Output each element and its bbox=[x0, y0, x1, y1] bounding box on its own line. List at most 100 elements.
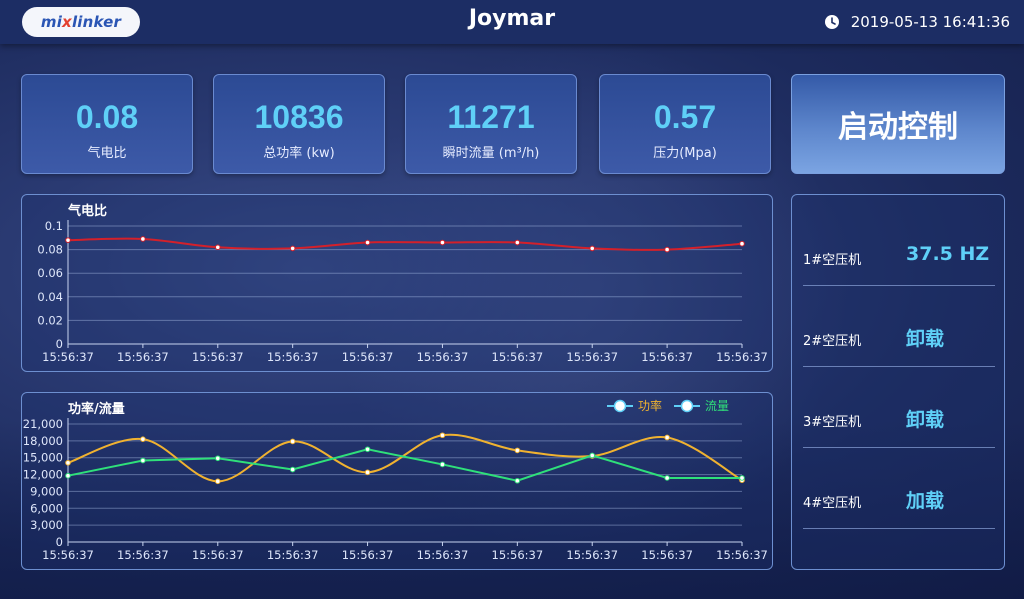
logo: mixlinker bbox=[22, 7, 140, 37]
data-point bbox=[140, 457, 146, 464]
metric-value: 11271 bbox=[447, 99, 535, 135]
data-point bbox=[739, 240, 745, 247]
y-tick-label: 6,000 bbox=[30, 501, 63, 515]
x-tick-label: 15:56:37 bbox=[492, 350, 544, 364]
power-flow-chart-panel: 功率/流量 0 3,000 6,000 9,000 12,000 15,000 18,000… bbox=[21, 392, 773, 570]
data-point bbox=[664, 475, 670, 481]
metric-card-flow: 11271 瞬时流量 (m³/h) bbox=[405, 74, 577, 174]
data-point bbox=[364, 239, 371, 246]
metric-label: 总功率 (kw) bbox=[263, 146, 335, 161]
metric-card-ratio: 0.08 气电比 bbox=[21, 74, 193, 174]
x-tick-label: 15:56:37 bbox=[641, 350, 693, 364]
data-point bbox=[289, 245, 296, 252]
compressor-row: 2#空压机 卸载 bbox=[792, 286, 1006, 367]
x-tick-label: 15:56:37 bbox=[342, 548, 394, 562]
data-point bbox=[214, 455, 221, 462]
compressor-row: 4#空压机 加载 bbox=[792, 448, 1006, 529]
ratio-chart: 0 0.02 0.04 0.06 0.08 0.1 15:56:37 15:56:37 15:5… bbox=[37, 219, 767, 364]
data-point bbox=[65, 459, 71, 466]
ratio-chart-panel: 气电比 0 0.02 0.04 0.06 0.08 0.1 15:56:37 15:56:37… bbox=[21, 194, 773, 372]
data-point bbox=[589, 245, 596, 252]
data-point bbox=[289, 438, 296, 445]
divider bbox=[803, 285, 995, 286]
power-flow-chart: 0 3,000 6,000 9,000 12,000 15,000 18,000 21,000… bbox=[23, 398, 768, 562]
logo-text: mixlinker bbox=[40, 13, 122, 31]
metric-label: 气电比 bbox=[87, 146, 127, 161]
legend-item: 流量 bbox=[674, 399, 729, 413]
y-tick-label: 0.08 bbox=[37, 243, 63, 257]
series-line bbox=[67, 237, 743, 251]
y-tick-label: 0.1 bbox=[45, 219, 63, 233]
x-tick-label: 15:56:37 bbox=[641, 548, 693, 562]
x-tick-label: 15:56:37 bbox=[716, 548, 768, 562]
data-point bbox=[289, 466, 296, 473]
data-point bbox=[439, 461, 446, 468]
legend-label: 流量 bbox=[705, 399, 729, 413]
compressor-status: 加载 bbox=[906, 490, 945, 512]
top-header: mixlinker Joymar 2019-05-13 16:41:36 bbox=[0, 0, 1024, 44]
data-point bbox=[364, 446, 371, 453]
divider bbox=[803, 366, 995, 367]
y-tick-label: 3,000 bbox=[30, 518, 63, 532]
data-point bbox=[65, 472, 71, 479]
metric-value: 0.57 bbox=[653, 99, 717, 135]
y-tick-label: 0 bbox=[56, 535, 63, 549]
data-point bbox=[664, 246, 670, 253]
data-point bbox=[214, 478, 221, 485]
metric-value: 10836 bbox=[254, 99, 344, 135]
metric-card-pressure: 0.57 压力(Mpa) bbox=[599, 74, 771, 174]
compressor-name: 1#空压机 bbox=[803, 253, 862, 268]
legend-label: 功率 bbox=[638, 398, 662, 413]
legend-marker bbox=[613, 399, 627, 413]
metric-value: 0.08 bbox=[75, 99, 139, 135]
data-point bbox=[514, 239, 521, 246]
legend-item: 功率 bbox=[607, 398, 662, 413]
data-point bbox=[514, 477, 521, 484]
y-tick-label: 18,000 bbox=[23, 434, 63, 448]
compressor-name: 4#空压机 bbox=[803, 496, 862, 511]
x-tick-label: 15:56:37 bbox=[192, 350, 244, 364]
y-tick-label: 21,000 bbox=[23, 417, 63, 431]
y-tick-label: 0.04 bbox=[37, 290, 63, 304]
data-point bbox=[140, 436, 146, 442]
clock-icon bbox=[824, 15, 839, 29]
data-point bbox=[664, 434, 670, 441]
divider bbox=[803, 447, 995, 448]
page-title: Joymar bbox=[468, 6, 556, 31]
y-tick-label: 0 bbox=[56, 337, 63, 351]
data-point bbox=[65, 237, 71, 243]
compressor-row: 1#空压机 37.5 HZ bbox=[792, 205, 1006, 286]
y-tick-label: 0.06 bbox=[37, 266, 63, 280]
x-tick-label: 15:56:37 bbox=[192, 548, 244, 562]
metric-card-power: 10836 总功率 (kw) bbox=[213, 74, 385, 174]
compressor-row: 3#空压机 卸载 bbox=[792, 367, 1006, 448]
compressor-status: 37.5 HZ bbox=[906, 243, 990, 265]
data-point bbox=[214, 244, 221, 251]
data-point bbox=[589, 452, 596, 459]
metric-label: 压力(Mpa) bbox=[653, 146, 717, 161]
compressor-status: 卸载 bbox=[906, 328, 945, 350]
x-tick-label: 15:56:37 bbox=[117, 350, 169, 364]
x-tick-label: 15:56:37 bbox=[417, 350, 469, 364]
datetime-text: 2019-05-13 16:41:36 bbox=[850, 13, 1010, 31]
x-tick-label: 15:56:37 bbox=[566, 548, 618, 562]
metric-label: 瞬时流量 (m³/h) bbox=[442, 146, 540, 161]
y-tick-label: 12,000 bbox=[23, 468, 63, 482]
x-tick-label: 15:56:37 bbox=[417, 548, 469, 562]
x-tick-label: 15:56:37 bbox=[117, 548, 169, 562]
x-tick-label: 15:56:37 bbox=[42, 548, 94, 562]
divider bbox=[803, 528, 995, 529]
y-tick-label: 9,000 bbox=[30, 484, 63, 498]
compressor-status-panel: 1#空压机 37.5 HZ 2#空压机 卸载 3#空压机 卸载 4#空压机 加载 bbox=[791, 194, 1005, 570]
data-point bbox=[439, 239, 446, 246]
datetime-display: 2019-05-13 16:41:36 bbox=[824, 13, 1010, 31]
x-tick-label: 15:56:37 bbox=[492, 548, 544, 562]
start-control-button[interactable]: 启动控制 bbox=[791, 74, 1005, 174]
x-tick-label: 15:56:37 bbox=[267, 548, 319, 562]
data-point bbox=[514, 447, 521, 454]
y-tick-label: 0.02 bbox=[37, 313, 63, 327]
data-point bbox=[364, 469, 371, 476]
legend-marker bbox=[680, 399, 694, 413]
chart-title: 气电比 bbox=[68, 204, 108, 219]
x-tick-label: 15:56:37 bbox=[566, 350, 618, 364]
